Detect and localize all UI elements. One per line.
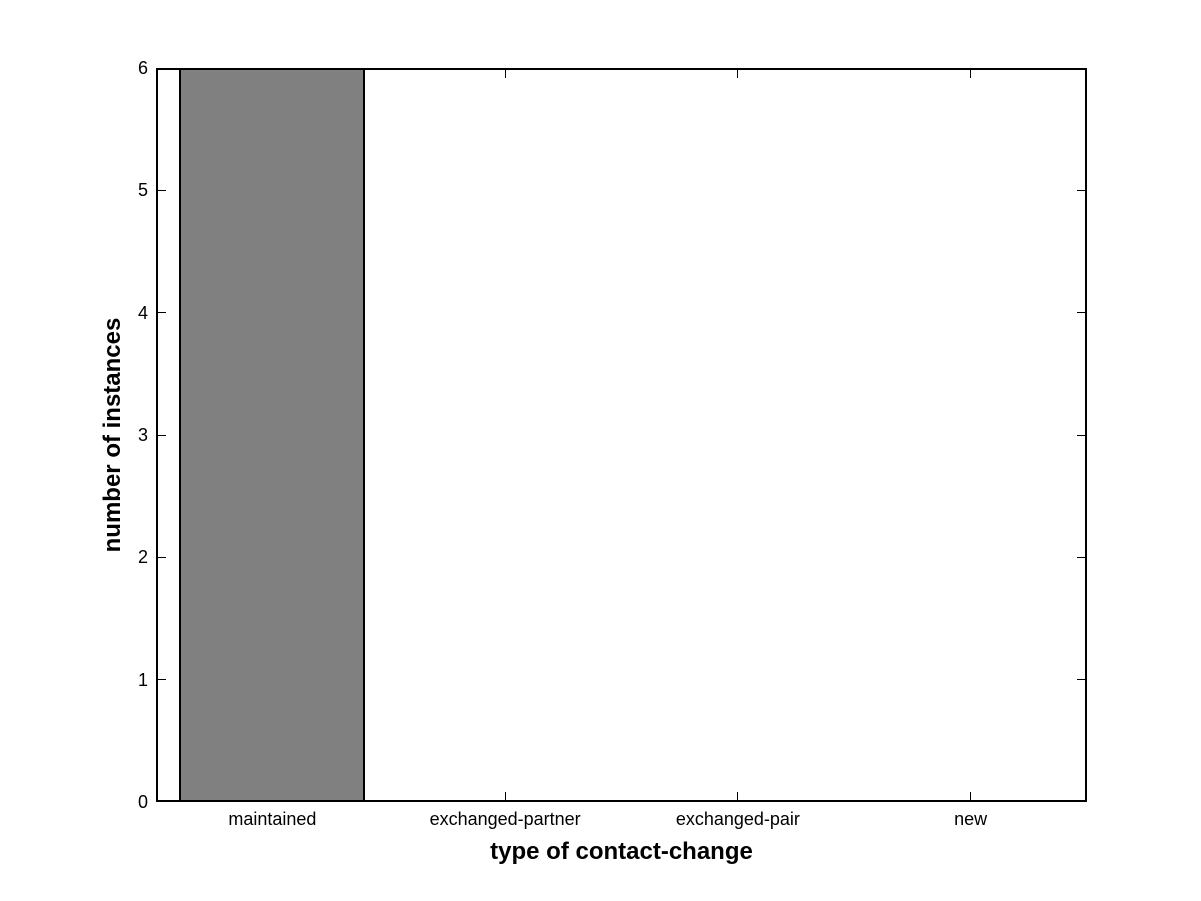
x-tick-label: exchanged-partner xyxy=(429,809,581,829)
y-tick-left xyxy=(158,434,166,436)
y-tick-right xyxy=(1077,434,1085,436)
x-tick-top xyxy=(737,70,739,78)
y-tick-right xyxy=(1077,312,1085,314)
y-tick-label: 2 xyxy=(137,547,148,568)
y-tick-label: 5 xyxy=(137,180,148,201)
y-tick-left xyxy=(158,679,166,681)
y-tick-label: 3 xyxy=(137,425,148,445)
x-tick-top xyxy=(970,70,972,78)
x-tick-bottom xyxy=(504,792,506,800)
y-tick-label: 4 xyxy=(137,302,148,323)
y-tick-left xyxy=(158,556,166,558)
y-tick-label: 1 xyxy=(137,669,148,690)
x-tick-label: new xyxy=(954,809,988,829)
y-tick-left xyxy=(158,189,166,191)
y-tick-right xyxy=(1077,556,1085,558)
y-tick-right xyxy=(1077,189,1085,191)
x-tick-top xyxy=(504,70,506,78)
x-tick-bottom xyxy=(970,792,972,800)
y-tick-right xyxy=(1077,679,1085,681)
bar-maintained xyxy=(179,68,366,802)
x-tick-label: exchanged-pair xyxy=(675,809,800,829)
x-tick-label: maintained xyxy=(228,809,317,829)
y-tick-left xyxy=(158,312,166,314)
y-tick-label: 0 xyxy=(137,792,148,812)
x-axis-label: type of contact-change xyxy=(490,838,753,865)
x-tick-bottom xyxy=(737,792,739,800)
y-tick-label: 6 xyxy=(137,58,148,78)
